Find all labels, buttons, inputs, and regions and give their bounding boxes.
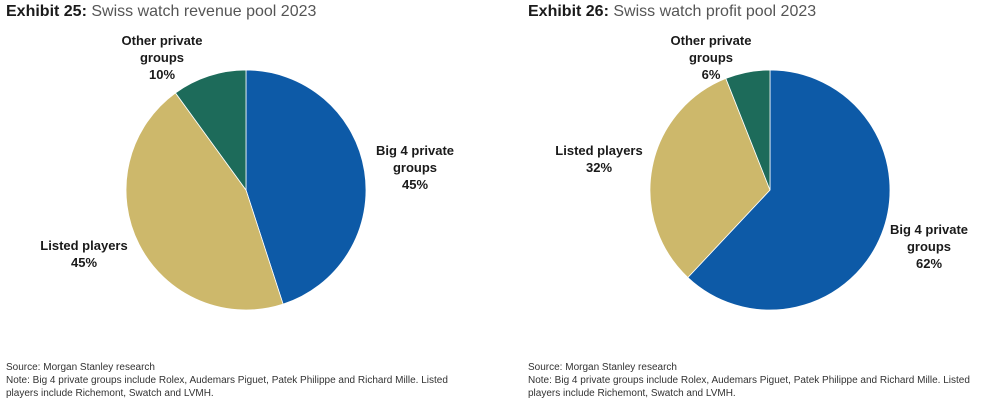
slice-label-line: Other private	[122, 33, 203, 48]
slice-label-listed-players: Listed players 32%	[555, 143, 642, 175]
pie-slice-other-private-groups	[174, 69, 247, 192]
slice-percent: 62%	[916, 256, 942, 271]
slice-label-big-4-private-groups: Big 4 private groups 62%	[890, 222, 968, 271]
source-note: Source: Morgan Stanley research Note: Bi…	[528, 361, 998, 400]
note-line: Note: Big 4 private groups include Rolex…	[528, 375, 970, 399]
pie-slice-other-private-groups	[725, 69, 771, 191]
source-line: Source: Morgan Stanley research	[6, 362, 155, 373]
pie-slice-listed-players	[649, 77, 771, 279]
chart-title-text: Swiss watch revenue pool 2023	[91, 3, 317, 20]
source-note: Source: Morgan Stanley research Note: Bi…	[6, 361, 476, 400]
exhibit-number: Exhibit 25:	[6, 3, 87, 20]
slice-percent: 32%	[586, 160, 612, 175]
slice-label-line: Big 4 private	[376, 143, 454, 158]
slice-label-line: groups	[689, 50, 733, 65]
slice-percent: 10%	[149, 67, 175, 82]
profit-pie-chart: Big 4 private groups 62% Listed players 32% O…	[555, 33, 968, 311]
slice-label-big-4-private-groups: Big 4 private groups 45%	[376, 143, 454, 192]
slice-label-other-private-groups: Other private groups 6%	[671, 33, 752, 82]
chart-title-text: Swiss watch profit pool 2023	[613, 3, 817, 20]
slice-label-line: Listed players	[555, 143, 642, 158]
slice-label-line: groups	[907, 239, 951, 254]
exhibit-number: Exhibit 26:	[528, 3, 609, 20]
chart-title: Exhibit 25: Swiss watch revenue pool 202…	[6, 3, 316, 21]
exhibit-26-panel: Exhibit 26: Swiss watch profit pool 2023…	[522, 0, 999, 410]
slice-label-line: Listed players	[40, 238, 127, 253]
pie-slice-listed-players	[125, 92, 284, 311]
pie-slice-big-4-private-groups	[687, 69, 891, 311]
slice-label-other-private-groups: Other private groups 10%	[122, 33, 203, 82]
slice-label-listed-players: Listed players 45%	[40, 238, 127, 270]
exhibit-25-panel: Exhibit 25: Swiss watch revenue pool 202…	[0, 0, 490, 410]
slice-percent: 45%	[402, 177, 428, 192]
slice-label-line: groups	[393, 160, 437, 175]
chart-title: Exhibit 26: Swiss watch profit pool 2023	[528, 3, 816, 21]
note-line: Note: Big 4 private groups include Rolex…	[6, 375, 448, 399]
slice-label-line: Other private	[671, 33, 752, 48]
slice-label-line: groups	[140, 50, 184, 65]
slice-label-line: Big 4 private	[890, 222, 968, 237]
slice-percent: 6%	[702, 67, 721, 82]
pie-slice-big-4-private-groups	[245, 69, 367, 305]
slice-percent: 45%	[71, 255, 97, 270]
source-line: Source: Morgan Stanley research	[528, 362, 677, 373]
revenue-pie-chart: Big 4 private groups 45% Listed players 45% O…	[40, 33, 454, 311]
